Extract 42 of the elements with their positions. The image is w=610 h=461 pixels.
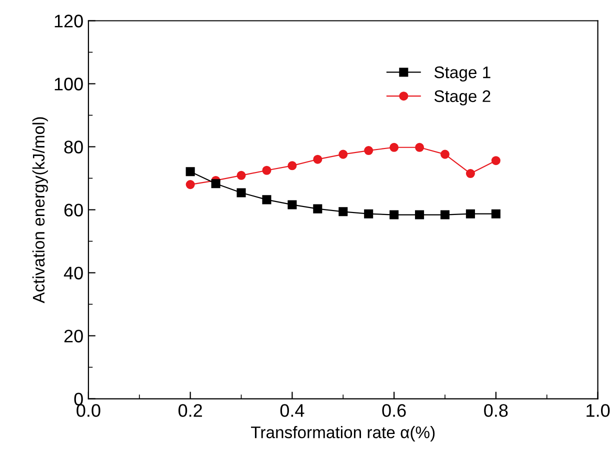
point [313,154,322,164]
legend-label: Stage 2 [434,90,490,106]
point [390,210,399,220]
point [415,142,424,152]
point [466,169,475,178]
y-tick-label: 120 [54,14,83,28]
point [236,170,246,180]
point [491,156,500,166]
point [211,179,220,188]
y-tick-label: 40 [64,266,83,280]
point [466,209,475,218]
point [236,188,246,198]
point [491,209,500,218]
y-tick-label: 0 [74,392,83,406]
x-tick-label: 0.6 [382,404,406,417]
x-axis-title: Transformation rate α(%) [251,426,435,442]
point [338,207,348,216]
point [262,195,272,204]
x-tick-label: 1.0 [586,404,610,417]
point [440,150,450,159]
y-tick-label: 60 [64,204,83,216]
point [288,161,297,170]
point [364,209,374,218]
point [186,180,195,190]
y-tick-label: 80 [64,140,83,154]
y-tick-label: 20 [64,330,83,342]
legend-label: Stage 1 [434,66,490,82]
point [440,210,450,220]
x-tick-label: 0.2 [178,404,202,417]
point [390,142,399,152]
point [415,210,424,220]
point [338,150,348,159]
point [313,204,322,214]
point [262,166,272,175]
y-tick-label: 100 [54,78,83,90]
point [364,146,374,156]
point [288,200,297,210]
x-tick-label: 0.8 [484,404,508,417]
y-axis-title: Activation energy(kJ/mol) [32,117,48,304]
x-tick-label: 0.4 [280,404,304,417]
point [186,167,195,176]
x-tick-label: 0.0 [76,404,100,417]
